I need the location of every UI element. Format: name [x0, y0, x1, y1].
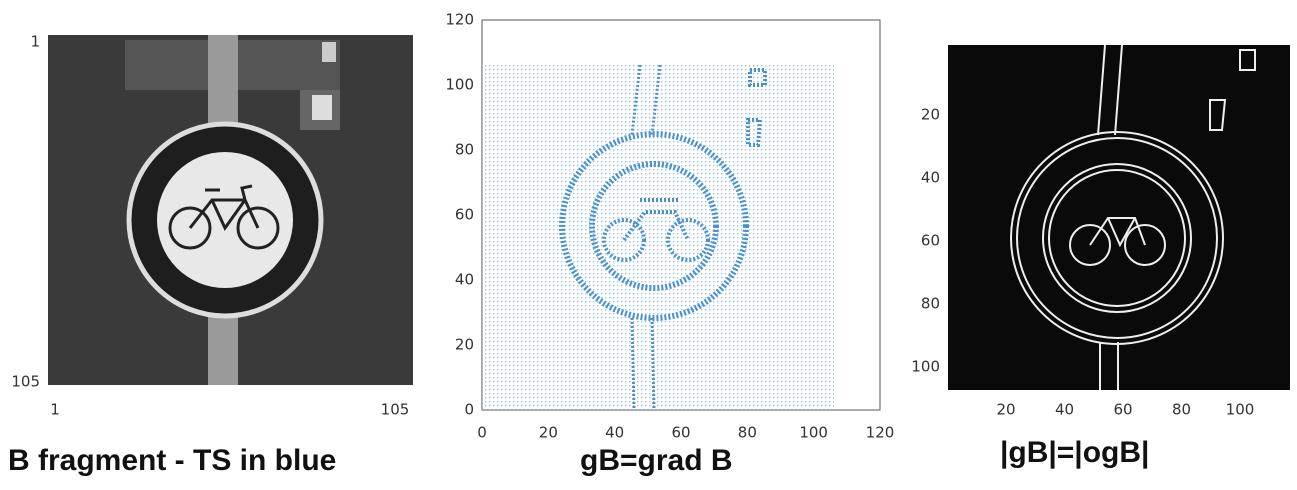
x-tick-label: 100: [1226, 401, 1255, 419]
x-tick-label: 40: [605, 424, 624, 442]
x-tick-label: 1: [50, 401, 60, 419]
caption: gB=grad B: [580, 444, 733, 477]
x-tick-label: 60: [671, 424, 690, 442]
y-tick-label: 0: [464, 401, 474, 419]
x-tick-label: 20: [539, 424, 558, 442]
y-tick-label: 105: [11, 373, 40, 391]
x-tick-label: 0: [477, 424, 487, 442]
x-tick-label: 100: [799, 424, 828, 442]
y-tick-label: 20: [921, 106, 940, 124]
y-tick-label: 1: [30, 33, 40, 51]
y-tick-label: 60: [455, 206, 474, 224]
x-tick-label: 40: [1055, 401, 1074, 419]
y-tick-label: 40: [921, 169, 940, 187]
x-tick-label: 60: [1113, 401, 1132, 419]
y-tick-label: 100: [445, 76, 474, 94]
y-tick-label: 80: [921, 295, 940, 313]
gradient-magnitude-image: [948, 44, 1290, 390]
y-tick-label: 100: [911, 358, 940, 376]
grayscale-image: [48, 35, 413, 385]
y-tick-label: 60: [921, 232, 940, 250]
y-tick-label: 20: [455, 336, 474, 354]
y-tick-label: 80: [455, 141, 474, 159]
caption: |gB|=|ogB|: [1000, 436, 1149, 469]
x-tick-label: 20: [996, 401, 1015, 419]
x-tick-label: 120: [866, 424, 895, 442]
x-tick-label: 105: [381, 401, 410, 419]
y-tick-label: 40: [455, 271, 474, 289]
y-tick-label: 120: [445, 11, 474, 29]
x-tick-label: 80: [1172, 401, 1191, 419]
x-tick-label: 80: [738, 424, 757, 442]
caption: B fragment - TS in blue: [8, 444, 336, 477]
gradient-plot: [481, 19, 881, 411]
